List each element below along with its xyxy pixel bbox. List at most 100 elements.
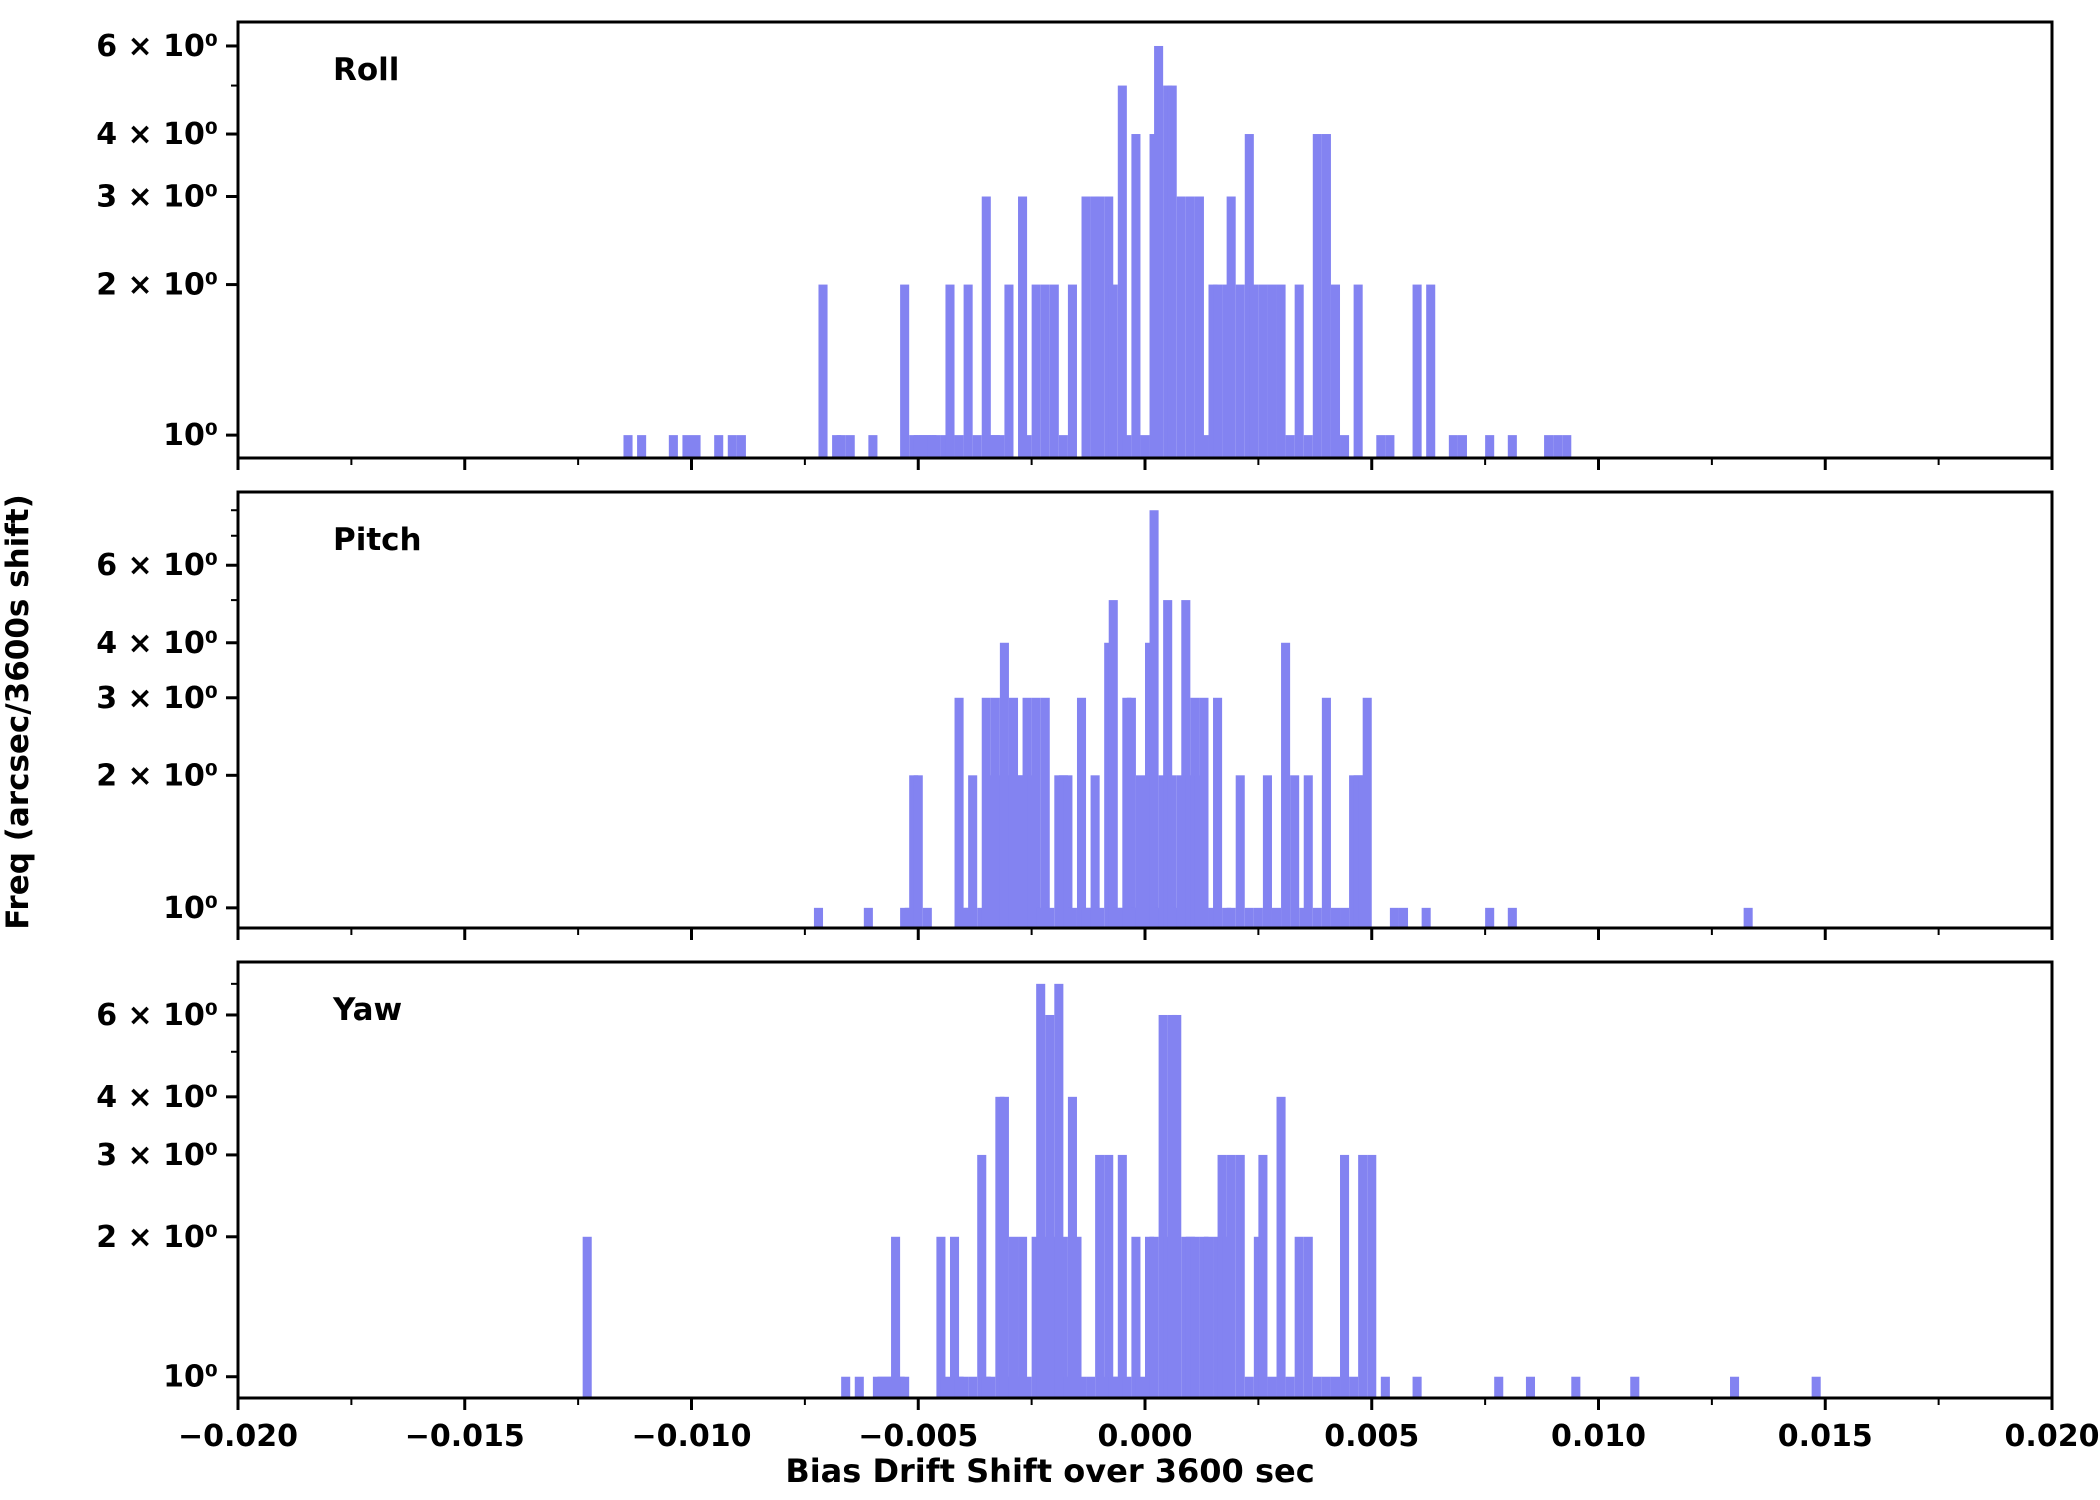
histogram-bar	[1131, 134, 1141, 458]
histogram-bar	[909, 435, 919, 458]
histogram-bar	[1213, 284, 1223, 458]
histogram-bar	[1321, 697, 1331, 928]
histogram-bar	[1249, 284, 1259, 458]
histogram-bar	[1235, 284, 1245, 458]
histogram-bar	[1045, 907, 1055, 928]
histogram-bar	[1004, 284, 1014, 458]
y-tick-label: 2 × 10⁰	[96, 268, 218, 303]
histogram-bar	[1008, 1236, 1019, 1398]
histogram-bar	[1095, 196, 1105, 458]
histogram-bar	[981, 1376, 991, 1398]
histogram-bar	[691, 435, 701, 458]
histogram-bar	[1571, 1376, 1581, 1398]
histogram-bar	[1267, 1376, 1277, 1398]
histogram-bar	[863, 907, 873, 928]
histogram-bar	[931, 435, 941, 458]
histogram-bar	[1253, 1236, 1263, 1398]
histogram-bar	[1485, 907, 1495, 928]
histogram-bar	[1117, 1154, 1127, 1398]
histogram-bar	[1276, 284, 1286, 458]
histogram-bar	[999, 1096, 1009, 1398]
x-tick-label: −0.005	[858, 1419, 978, 1454]
histogram-bar	[940, 1376, 950, 1398]
histogram-bar	[1330, 907, 1341, 928]
y-tick-label: 4 × 10⁰	[96, 626, 218, 661]
panel-title-yaw: Yaw	[332, 992, 402, 1028]
histogram-bar	[1303, 775, 1313, 928]
histogram-bar	[1122, 435, 1132, 458]
histogram-bar	[1108, 1376, 1118, 1398]
histogram-bar	[1285, 435, 1295, 458]
panel-title-pitch: Pitch	[333, 522, 422, 558]
histogram-bar	[1176, 775, 1186, 928]
histogram-bar	[1376, 435, 1386, 458]
histogram-bar	[968, 775, 978, 928]
histogram-bar	[1131, 907, 1141, 928]
histogram-bar	[1036, 983, 1046, 1398]
histogram-bar	[1294, 1236, 1304, 1398]
histogram-bar	[922, 435, 932, 458]
histogram-bar	[1040, 697, 1050, 928]
histogram-bar	[1022, 1376, 1032, 1398]
histogram-bar	[1022, 697, 1032, 928]
histogram-bar	[1054, 775, 1064, 928]
histogram-bar	[1730, 1376, 1740, 1398]
histogram-bar	[1380, 1376, 1390, 1398]
histogram-bar	[1544, 435, 1554, 458]
histogram-bar	[1067, 284, 1077, 458]
histogram-bar	[900, 907, 910, 928]
y-tick-label: 10⁰	[163, 1360, 218, 1395]
histogram-bar	[1507, 907, 1517, 928]
histogram-bar	[1063, 1376, 1073, 1398]
histogram-bar	[1321, 134, 1331, 458]
histogram-bar	[1018, 1236, 1028, 1398]
histogram-bar	[977, 1154, 987, 1398]
histogram-bar	[995, 775, 1005, 928]
histogram-bar	[891, 1236, 901, 1398]
histogram-bar	[872, 1376, 882, 1398]
y-tick-label: 3 × 10⁰	[96, 180, 218, 215]
histogram-bar	[1340, 907, 1350, 928]
histogram-bar	[1321, 1376, 1331, 1398]
histogram-bar	[1063, 775, 1073, 928]
histogram-bar	[682, 435, 692, 458]
histogram-bar	[1213, 697, 1223, 928]
histogram-bar	[1389, 907, 1399, 928]
histogram-bar	[854, 1376, 864, 1398]
x-tick-label: 0.005	[1324, 1419, 1419, 1454]
histogram-bar	[1244, 907, 1254, 928]
histogram-bar	[1258, 284, 1268, 458]
histogram-bar	[1176, 196, 1186, 458]
histogram-bar	[945, 284, 955, 458]
histogram-bar	[637, 435, 647, 458]
histogram-bar	[1067, 907, 1077, 928]
histogram-bar	[1054, 983, 1064, 1398]
histogram-bar	[895, 1376, 905, 1398]
histogram-bar	[1122, 697, 1132, 928]
x-tick-label: 0.010	[1551, 1419, 1646, 1454]
x-tick-label: −0.015	[405, 1419, 525, 1454]
x-axis-label: Bias Drift Shift over 3600 sec	[785, 1452, 1315, 1490]
panel-spines	[236, 490, 2054, 930]
histogram-bar	[1076, 697, 1087, 928]
histogram-bar	[1412, 1376, 1422, 1398]
histogram-bar	[818, 284, 828, 458]
y-tick-label: 10⁰	[163, 418, 218, 453]
histogram-bar	[1353, 284, 1363, 458]
histogram-bar	[1199, 435, 1209, 458]
y-tick-label: 4 × 10⁰	[96, 1080, 218, 1115]
histogram-bar	[1235, 775, 1245, 928]
histogram-bar	[886, 1376, 896, 1398]
histogram-bar	[1303, 1236, 1313, 1398]
histogram-bar	[1149, 134, 1159, 458]
histogram-bar	[1040, 284, 1050, 458]
histogram-bar	[1222, 1236, 1232, 1398]
histogram-bar	[1135, 1376, 1145, 1398]
histogram-bar	[1330, 284, 1341, 458]
histogram-bar	[1008, 697, 1019, 928]
histogram-bar	[1312, 134, 1322, 458]
histogram-bar	[949, 1236, 960, 1398]
histogram-bar	[1095, 1154, 1105, 1398]
histogram-bar	[1203, 1236, 1214, 1398]
